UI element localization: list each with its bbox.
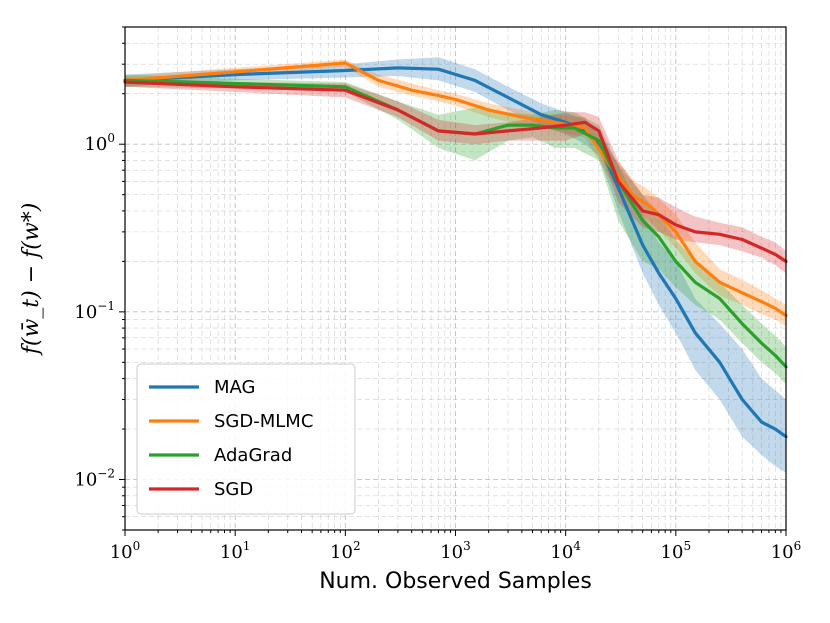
legend-box	[136, 363, 356, 515]
legend-label: MAG	[214, 377, 255, 398]
legend-label: SGD-MLMC	[214, 411, 313, 432]
x-tick-label: 100	[110, 539, 141, 563]
series-lines	[123, 61, 788, 439]
y-tick-label: 100	[84, 131, 115, 155]
series-line-sgd-mlmc	[123, 61, 788, 318]
x-tick-label: 102	[330, 539, 361, 563]
series-line-sgd	[123, 80, 788, 263]
band-adagrad	[125, 74, 786, 385]
x-axis-title: Num. Observed Samples	[319, 569, 592, 594]
axis-ticks	[119, 26, 787, 536]
tick-labels: 100 101 102 103 104 105 106 10−2 10−1 100	[74, 131, 801, 563]
x-tick-label: 106	[771, 539, 802, 563]
legend: MAG SGD-MLMC AdaGrad SGD	[136, 363, 356, 515]
x-tick-label: 104	[550, 539, 581, 563]
legend-label: AdaGrad	[214, 445, 292, 466]
legend-label: SGD	[214, 479, 253, 500]
y-tick-label: 10−1	[74, 299, 115, 323]
x-tick-label: 103	[440, 539, 471, 563]
y-tick-label: 10−2	[74, 467, 115, 491]
y-axis-title: f(w̄_t) − f(w*)	[19, 203, 44, 357]
x-tick-label: 105	[661, 539, 692, 563]
x-tick-label: 101	[220, 539, 251, 563]
